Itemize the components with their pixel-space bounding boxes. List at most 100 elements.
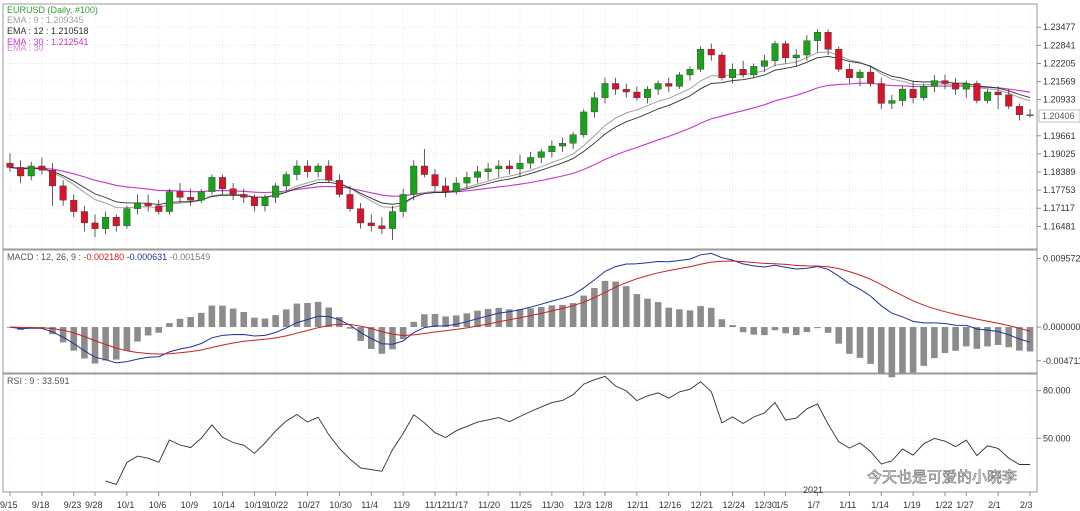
- histogram-bar: [70, 327, 78, 351]
- date-tick-label: 1/14: [871, 500, 889, 510]
- histogram-bar: [144, 327, 152, 336]
- candle: [792, 49, 800, 67]
- histogram-bar: [899, 327, 906, 374]
- histogram-bar: [272, 315, 279, 328]
- candle-body: [261, 197, 269, 207]
- candle: [208, 174, 216, 195]
- candle: [474, 166, 481, 184]
- date-tick-label: 9/18: [32, 500, 50, 510]
- histogram-bar: [984, 327, 991, 347]
- legend-ema-30: EMA : 30: [7, 43, 44, 53]
- candle-body: [27, 165, 35, 177]
- candle-body: [80, 211, 88, 224]
- candle: [771, 40, 779, 67]
- candle: [707, 43, 715, 61]
- grid-lines: [3, 5, 1037, 491]
- histogram-bar: [569, 303, 577, 328]
- candle-body: [527, 157, 535, 164]
- histogram-bar: [59, 327, 67, 343]
- signal-value: -0.000631: [127, 252, 168, 262]
- candle: [654, 80, 662, 95]
- histogram-bar: [580, 295, 588, 328]
- candle-body: [325, 165, 333, 181]
- watermark: 今天也是可爱的小晓李: [847, 468, 1017, 486]
- price-panel-frame: [2, 3, 1038, 250]
- price-tick-label: 1.22841: [1043, 40, 1076, 50]
- weibo-icon: [847, 468, 863, 484]
- candle: [877, 77, 885, 110]
- rsi-tick-label: 50.000: [1043, 433, 1071, 443]
- candle: [410, 160, 418, 201]
- date-tick-label: 11/25: [510, 500, 532, 510]
- candle-body: [633, 91, 641, 98]
- histogram-bar: [729, 325, 736, 328]
- price-tick-label: 1.17753: [1043, 185, 1076, 195]
- candle: [17, 160, 25, 184]
- macd-axis-ticks: 0.009572 0.000000 -0.004711: [1037, 253, 1080, 366]
- candle: [612, 77, 620, 95]
- candle-body: [867, 71, 875, 84]
- candle: [622, 83, 630, 98]
- weibo-icon-dot: [853, 474, 857, 478]
- candle: [941, 74, 949, 90]
- histogram-bar: [962, 327, 970, 347]
- histogram-bar: [442, 316, 449, 328]
- histogram-bar: [410, 321, 418, 328]
- histogram-bar: [644, 298, 651, 328]
- candle: [335, 174, 343, 198]
- candle: [665, 77, 673, 92]
- histogram-bar: [548, 305, 556, 328]
- candle: [984, 89, 991, 104]
- histogram-bar: [219, 305, 226, 328]
- candle-body: [962, 83, 970, 90]
- candle: [187, 188, 195, 206]
- candle: [80, 205, 88, 232]
- histogram-bar: [739, 327, 747, 333]
- candle-body: [559, 143, 566, 147]
- date-tick-label: 11/30: [542, 500, 564, 510]
- candle: [856, 69, 864, 87]
- candle: [70, 194, 78, 218]
- histogram-bar: [293, 303, 301, 328]
- date-tick-label: 9/28: [85, 500, 103, 510]
- candle: [144, 194, 152, 212]
- candle: [304, 160, 311, 178]
- candle: [325, 160, 333, 184]
- candle: [442, 177, 450, 198]
- date-tick-label: 10/14: [213, 500, 236, 510]
- candle-body: [431, 174, 439, 187]
- date-tick-label: 1/22: [935, 500, 953, 510]
- candle: [962, 80, 970, 98]
- candle-body: [899, 88, 906, 101]
- candle-body: [952, 83, 960, 90]
- candle-body: [346, 194, 354, 209]
- histogram-bar: [421, 314, 428, 328]
- candle-body: [70, 199, 78, 212]
- candle-body: [856, 71, 864, 78]
- candle-body: [984, 91, 991, 101]
- date-tick-label: 10/30: [329, 500, 352, 510]
- histogram-bar: [601, 280, 609, 328]
- candle: [197, 188, 205, 203]
- candle-body: [729, 69, 736, 78]
- price-tick-label: 1.19661: [1043, 131, 1076, 141]
- candle-body: [229, 188, 237, 195]
- candle: [165, 188, 173, 215]
- histogram-bar: [102, 327, 109, 361]
- macd-header: MACD : 12, 26, 9 : -0.002180 -0.000631 -…: [7, 252, 210, 262]
- candle: [314, 163, 322, 178]
- candle-body: [219, 177, 226, 189]
- histogram-bar: [920, 327, 928, 366]
- candle-body: [548, 145, 556, 152]
- candle-body: [49, 170, 56, 187]
- candle-body: [580, 111, 588, 135]
- year-label: 2021: [803, 485, 823, 495]
- histogram-bar: [240, 312, 248, 328]
- rsi-path: [105, 375, 1030, 485]
- price-tick-label: 1.18389: [1043, 167, 1076, 177]
- price-tick-label: 1.19025: [1043, 149, 1076, 159]
- candle: [537, 148, 545, 164]
- candle: [123, 205, 131, 229]
- candle-body: [165, 191, 173, 212]
- histogram-bar: [484, 308, 492, 328]
